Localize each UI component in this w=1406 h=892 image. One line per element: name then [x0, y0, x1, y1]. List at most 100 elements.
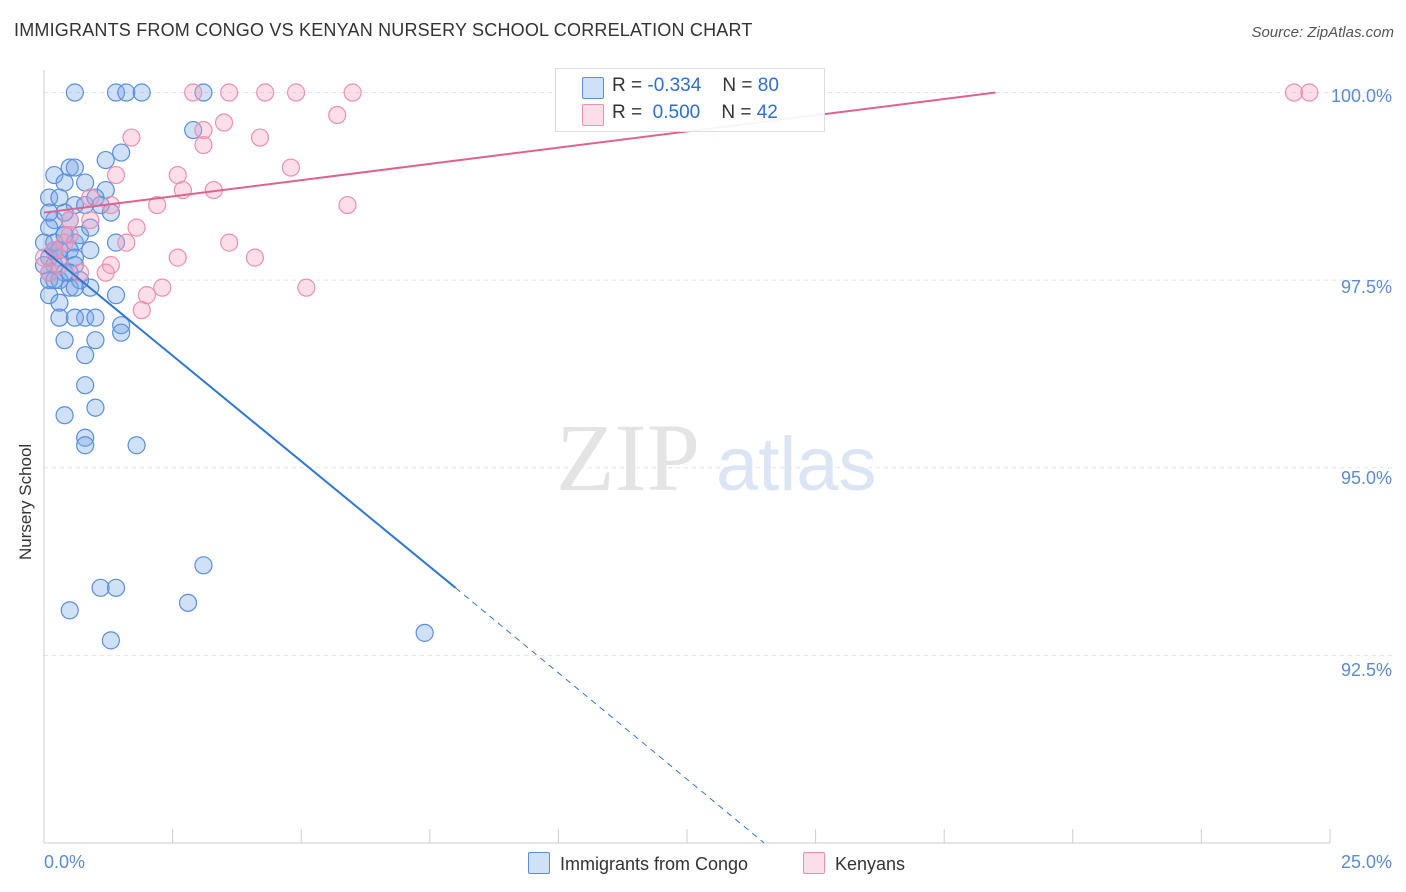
trend-lines: [43, 91, 996, 844]
x-tick-label: 25.0%: [1340, 852, 1392, 872]
congo-point: [178, 593, 198, 612]
kenyans-point: [220, 233, 239, 252]
kenyans-point: [96, 263, 115, 282]
kenyans-point: [60, 210, 79, 230]
r-label: R =: [612, 75, 643, 96]
source-label: Source: ZipAtlas.com: [1251, 24, 1394, 41]
congo-point: [127, 436, 146, 455]
congo-point: [132, 83, 151, 102]
congo-point: [40, 188, 59, 207]
congo-point: [112, 316, 131, 335]
congo-point: [45, 233, 64, 252]
watermark: ZIP atlas: [556, 404, 877, 511]
kenyans-point: [55, 233, 74, 252]
congo-point: [70, 226, 90, 245]
legend-swatch-pink: [803, 852, 825, 874]
congo-point: [65, 158, 84, 177]
kenyans-point: [1284, 83, 1304, 102]
n-label: N =: [721, 102, 752, 123]
congo-point: [415, 623, 434, 642]
congo-point: [60, 601, 79, 620]
chart-title: IMMIGRANTS FROM CONGO VS KENYAN NURSERY …: [14, 20, 753, 40]
kenyans-point: [184, 83, 203, 102]
congo-point: [60, 278, 79, 297]
congo-point: [86, 398, 105, 417]
congo-point: [106, 286, 126, 305]
congo-point: [101, 631, 120, 650]
congo-point: [50, 308, 69, 327]
kenyans-point: [250, 128, 270, 147]
y-tick-label: 97.5%: [1340, 277, 1392, 297]
congo-point: [106, 578, 126, 597]
congo-point: [45, 165, 64, 185]
congo-trend-line: [43, 249, 457, 589]
kenyans-point: [194, 135, 213, 155]
kenyans-point: [117, 233, 136, 252]
kenyans-point: [328, 105, 347, 125]
congo-point: [65, 83, 84, 102]
legend-swatch-blue: [528, 852, 550, 874]
congo-point: [117, 83, 136, 102]
congo-point: [81, 218, 100, 237]
n-label: N =: [722, 75, 753, 96]
legend-item-kenyans: Kenyans: [803, 852, 905, 875]
legend-label-congo: Immigrants from Congo: [560, 854, 749, 874]
kenyans-point: [194, 120, 213, 140]
kenyans-point: [338, 195, 357, 215]
congo-point: [106, 83, 126, 102]
r-value: 0.500: [652, 102, 701, 123]
legend-label-kenyans: Kenyans: [835, 854, 906, 874]
legend-item-congo: Immigrants from Congo: [528, 852, 748, 875]
kenyans-point: [148, 195, 167, 215]
congo-point: [76, 428, 95, 447]
congo-point: [50, 188, 69, 207]
kenyans-point: [281, 158, 301, 177]
y-tick-label: 95.0%: [1340, 468, 1392, 488]
congo-trend-extension: [455, 587, 765, 844]
congo-point: [91, 578, 110, 597]
congo-point: [55, 331, 74, 350]
y-tick-label: 100.0%: [1330, 86, 1392, 106]
congo-point: [76, 346, 95, 365]
congo-point: [96, 150, 115, 170]
y-tick-label: 92.5%: [1340, 660, 1392, 680]
n-value: 80: [757, 75, 779, 96]
kenyans-point: [168, 248, 187, 267]
x-tick-label: 0.0%: [44, 852, 86, 872]
kenyans-point: [214, 113, 234, 132]
congo-point: [50, 293, 69, 312]
kenyans-point: [50, 256, 69, 275]
y-axis-label: Nursery School: [16, 443, 35, 560]
kenyans-point: [127, 218, 146, 237]
congo-point: [65, 308, 84, 327]
kenyans-point: [256, 83, 275, 102]
correlation-legend: R = -0.334 N = 80 R = 0.500 N = 42: [555, 68, 825, 132]
congo-point: [86, 308, 105, 327]
kenyans-point: [286, 83, 306, 102]
congo-point: [194, 83, 213, 102]
axes: [43, 70, 1331, 844]
kenyans-point: [343, 83, 362, 102]
series-congo-points: [34, 83, 434, 650]
kenyans-point: [297, 278, 316, 297]
congo-point: [194, 556, 213, 575]
kenyans-point: [122, 128, 141, 147]
legend-swatch-pink: [582, 104, 604, 126]
watermark-zip: ZIP: [556, 404, 700, 511]
r-value: -0.334: [647, 75, 702, 96]
congo-point: [50, 271, 69, 290]
n-value: 42: [756, 102, 778, 123]
congo-point: [112, 143, 131, 162]
kenyans-point: [153, 278, 172, 297]
kenyans-point: [1300, 83, 1319, 102]
congo-point: [86, 331, 105, 350]
congo-point: [81, 241, 100, 260]
congo-point: [76, 436, 95, 455]
congo-point: [76, 376, 95, 395]
kenyans-point: [220, 83, 239, 102]
congo-point: [106, 233, 126, 252]
watermark-atlas: atlas: [716, 422, 877, 507]
kenyans-point: [81, 188, 100, 207]
kenyans-point: [81, 210, 100, 230]
